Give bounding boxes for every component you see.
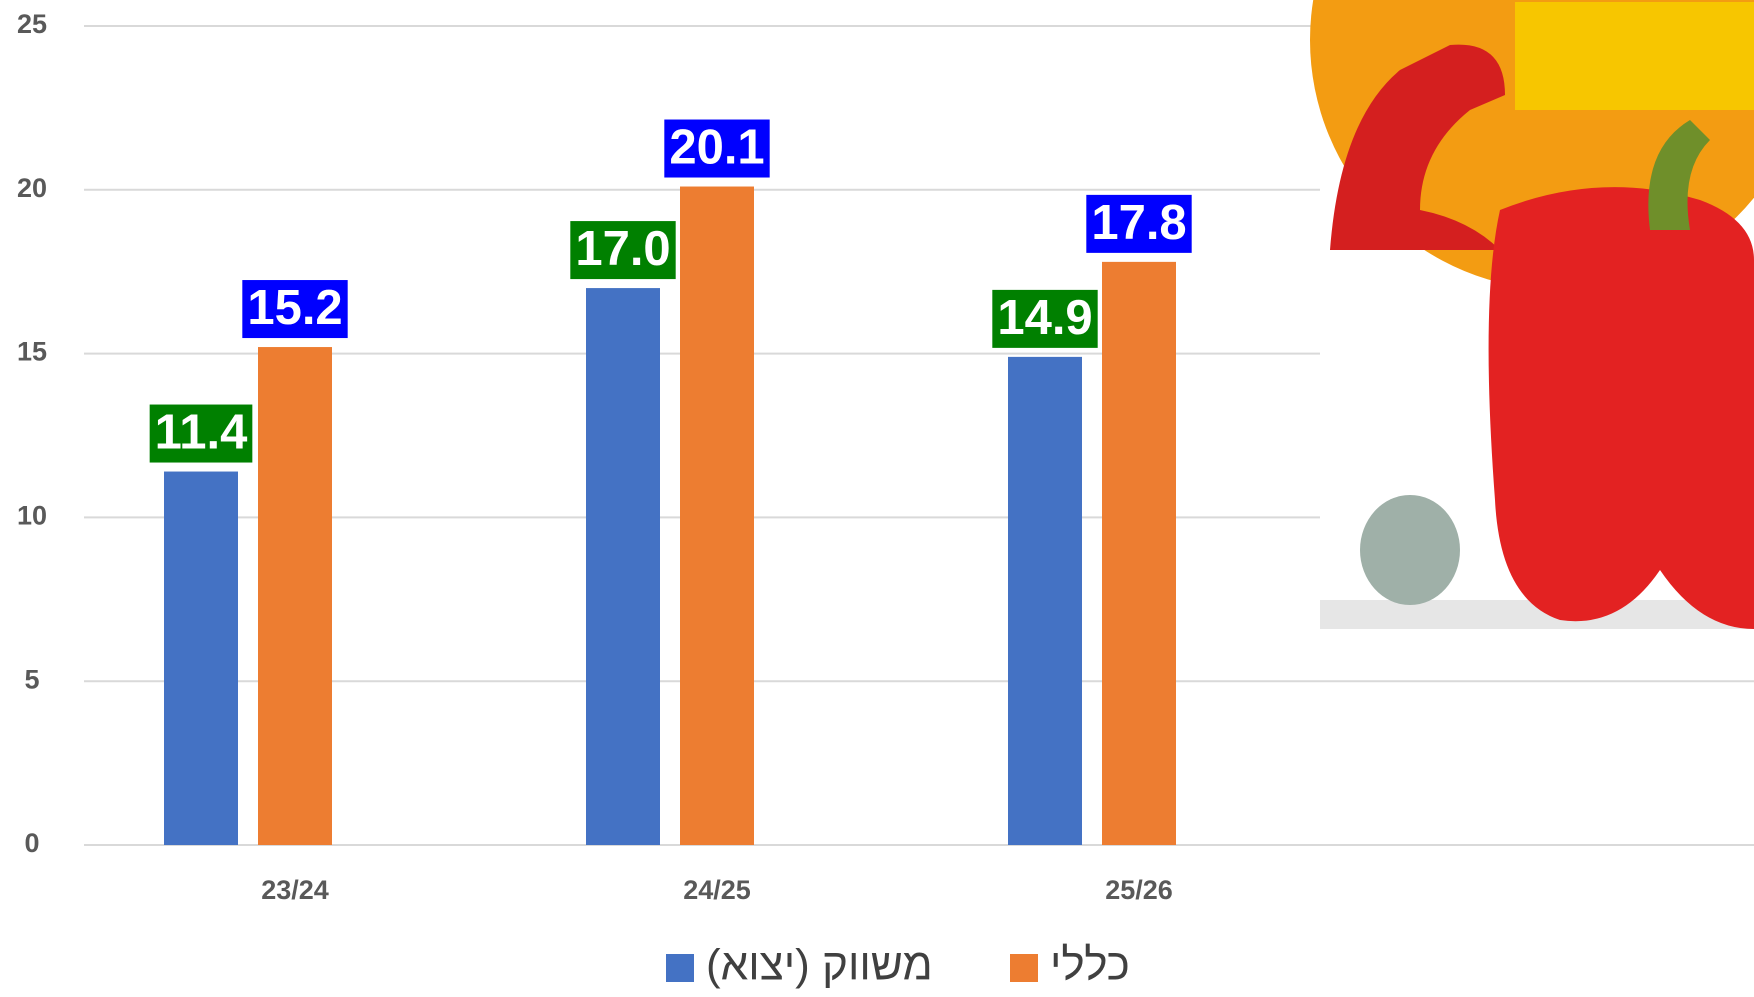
y-tick-label: 25 <box>17 9 47 39</box>
legend-label: כללי <box>1050 941 1130 990</box>
bar <box>1008 357 1082 845</box>
bar <box>586 288 660 845</box>
page: 0 5 10 15 20 25 23/24 11.4 15.2 24/25 17.0 20.1 25/2… <box>0 0 1754 997</box>
value-label: 14.9 <box>997 291 1092 345</box>
y-tick-label: 5 <box>24 664 39 694</box>
legend-swatch <box>1010 954 1038 982</box>
picture-leaf <box>1360 495 1460 605</box>
x-tick-label: 23/24 <box>261 875 329 905</box>
x-tick-label: 25/26 <box>1105 875 1173 905</box>
picture-patch <box>1515 2 1754 110</box>
bar <box>680 187 754 845</box>
value-label: 17.0 <box>575 222 670 276</box>
chart: 0 5 10 15 20 25 23/24 11.4 15.2 24/25 17.0 20.1 25/2… <box>0 0 1754 997</box>
legend-swatch <box>666 954 694 982</box>
x-tick-label: 24/25 <box>683 875 751 905</box>
value-label: 15.2 <box>247 281 342 335</box>
value-label: 17.8 <box>1091 196 1186 250</box>
y-tick-label: 15 <box>17 337 47 367</box>
y-tick-label: 10 <box>17 501 47 531</box>
value-label: 11.4 <box>155 405 248 459</box>
y-tick-label: 20 <box>17 173 47 203</box>
bar <box>1102 262 1176 845</box>
legend: משווק (יצוא) כללי <box>666 941 1130 990</box>
value-label: 20.1 <box>669 120 764 174</box>
y-tick-label: 0 <box>24 828 39 858</box>
pepper-picture <box>1310 0 1754 629</box>
picture-pepper <box>1489 187 1754 629</box>
bar <box>164 472 238 845</box>
bar <box>258 347 332 845</box>
legend-label: משווק (יצוא) <box>706 941 933 990</box>
